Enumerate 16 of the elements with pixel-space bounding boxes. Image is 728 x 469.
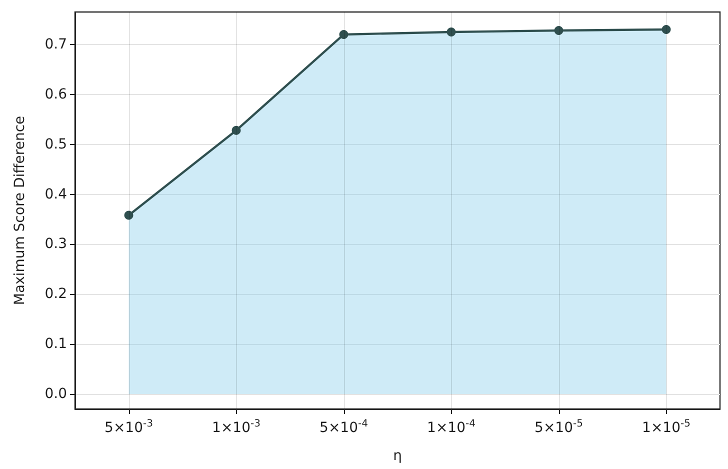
y-axis-title: Maximum Score Difference [12,116,28,306]
y-tick-label: 0.2 [44,286,67,302]
point [124,210,134,220]
y-tick-label: 0.4 [44,186,68,202]
y-tick-label: 0.0 [44,386,67,402]
y-tick-label: 0.7 [44,36,67,52]
point [662,24,671,34]
y-tick-label: 0.1 [44,336,67,352]
y-tick-label: 0.6 [44,86,68,102]
point [554,26,564,35]
point [446,27,456,36]
y-tick-label: 0.3 [44,236,67,252]
x-axis-title: η [393,448,402,464]
point [232,126,241,135]
y-tick-label: 0.5 [44,136,67,152]
point [339,30,348,39]
